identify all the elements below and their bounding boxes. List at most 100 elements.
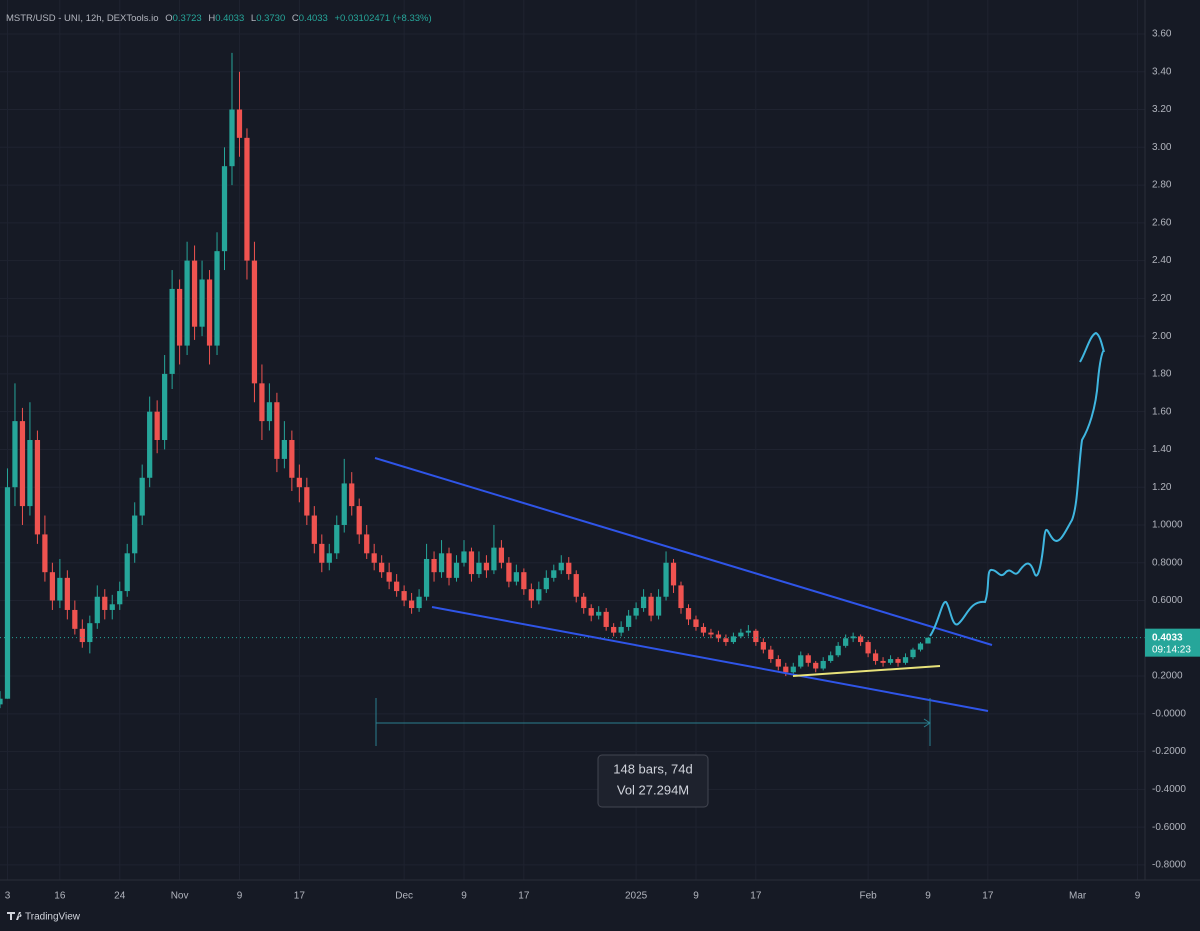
candle-body <box>251 260 258 384</box>
candle-body <box>820 660 826 669</box>
ohlc-h-label: H <box>208 13 215 24</box>
candle-body <box>446 553 452 578</box>
candle-body <box>169 288 175 374</box>
candle-body <box>723 638 729 643</box>
x-tick-label: 17 <box>294 891 306 902</box>
y-tick-label: 1.20 <box>1152 482 1172 493</box>
candle-body <box>483 562 490 571</box>
y-tick-label: 2.80 <box>1152 180 1172 191</box>
candle-body <box>655 596 662 616</box>
candle-body <box>917 643 924 650</box>
candle-body <box>431 558 437 573</box>
candle-body <box>872 653 879 661</box>
candle-body <box>4 487 11 699</box>
measure-box <box>597 754 709 808</box>
candle-body <box>274 402 280 459</box>
candle-body <box>139 477 145 516</box>
candle-body <box>12 421 18 488</box>
candle-body <box>880 660 886 663</box>
x-tick-label: 17 <box>750 891 762 902</box>
candle-body <box>730 636 737 643</box>
projection-drawing <box>929 331 1105 637</box>
candle-body <box>199 279 205 327</box>
candle-body <box>790 666 796 673</box>
last-price-box <box>1145 628 1200 657</box>
header: MSTR/USD - UNI, 12h, DEXTools.io O0.3723… <box>6 13 432 24</box>
ohlc-h: 0.4033 <box>215 13 244 24</box>
candle-body <box>214 251 220 346</box>
candle-body <box>229 109 235 167</box>
candle-body <box>57 577 63 601</box>
candle-body <box>640 596 647 609</box>
y-tick-label: 1.0000 <box>1152 520 1183 531</box>
candle-body <box>401 591 407 601</box>
candle-body <box>566 562 572 575</box>
candle-body <box>798 655 804 667</box>
candle-body <box>581 596 587 609</box>
logo <box>7 912 22 920</box>
candle-body <box>176 288 183 346</box>
candle-body <box>408 600 415 609</box>
candle-body <box>626 615 632 627</box>
candle-body <box>461 551 467 563</box>
candle-body <box>311 515 317 544</box>
ohlc-l-label: L <box>251 13 256 24</box>
candle-body <box>386 572 392 582</box>
y-tick-label: -0.0000 <box>1152 708 1186 719</box>
measure-volume: Vol 27.294M <box>617 782 689 797</box>
y-tick-label: 3.60 <box>1152 29 1172 40</box>
axes: 3.60 3.40 3.20 3.00 2.80 2.60 2.40 2.20 2.00 1.80… <box>5 29 1200 902</box>
y-tick-label: 2.20 <box>1152 293 1172 304</box>
candle-body <box>64 577 70 610</box>
candle-body <box>536 589 542 601</box>
last-price-label: 0.4033 <box>1152 632 1183 643</box>
x-tick-label: 17 <box>518 891 530 902</box>
y-tick-label: 1.60 <box>1152 406 1172 417</box>
candle-body <box>423 558 430 597</box>
candle-body <box>663 562 669 597</box>
candle-body <box>289 440 295 478</box>
candle-body <box>573 574 579 597</box>
symbol: MSTR/USD - UNI, 12h, DEXTools.io <box>6 13 159 24</box>
candle-body <box>603 611 609 627</box>
candle-body <box>147 411 153 478</box>
candle-body <box>850 636 856 639</box>
candle-body <box>87 623 93 643</box>
candle-body <box>281 440 287 459</box>
candle-body <box>371 553 377 563</box>
y-tick-label: 1.40 <box>1152 444 1172 455</box>
x-tick-label: Dec <box>395 891 413 902</box>
y-tick-label: 3.20 <box>1152 104 1172 115</box>
y-tick-label: 3.40 <box>1152 66 1172 77</box>
candle-body <box>835 645 841 656</box>
candle-body <box>304 487 310 516</box>
candle-body <box>805 655 811 663</box>
candle-body <box>685 608 692 620</box>
candle-body <box>416 596 422 609</box>
y-tick-label: -0.6000 <box>1152 822 1186 833</box>
candle-body <box>498 547 505 563</box>
candle-body <box>184 260 190 346</box>
candle-body <box>296 477 302 488</box>
candle-body <box>708 632 714 635</box>
candle-body <box>162 373 168 440</box>
candle-body <box>865 642 871 654</box>
candle-body <box>349 483 355 507</box>
ohlc-l: 0.3730 <box>256 13 285 24</box>
y-tick-label: 2.60 <box>1152 217 1172 228</box>
candle-body <box>543 577 549 590</box>
y-tick-label: 2.00 <box>1152 331 1172 342</box>
candle-body <box>678 585 684 609</box>
candle-body <box>34 440 41 535</box>
candle-body <box>910 649 916 658</box>
ohlc-c: 0.4033 <box>299 13 328 24</box>
candle-body <box>738 632 744 637</box>
x-tick-label: 16 <box>54 891 66 902</box>
candle-body <box>394 581 400 592</box>
countdown: 09:14:23 <box>1152 644 1191 655</box>
candle-body <box>648 596 654 616</box>
candle-body <box>94 596 100 624</box>
lower-trendline <box>431 606 989 712</box>
candle-body <box>72 609 78 629</box>
